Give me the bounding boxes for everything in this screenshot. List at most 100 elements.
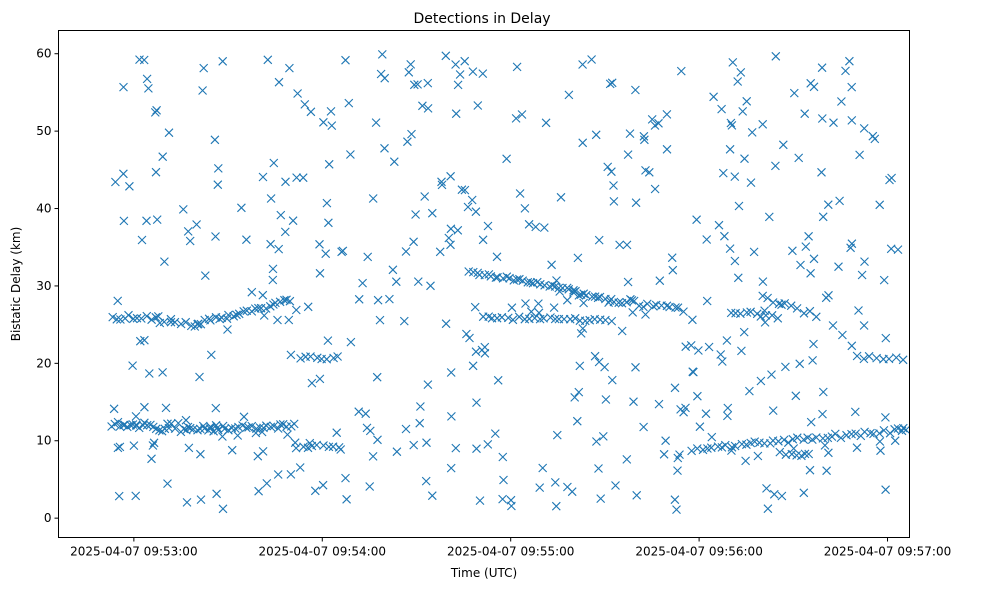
- data-point: [601, 395, 611, 404]
- data-point: [593, 293, 603, 303]
- data-point: [594, 464, 603, 473]
- data-point: [336, 445, 346, 454]
- data-point: [385, 294, 394, 304]
- data-point: [791, 391, 801, 401]
- data-point: [526, 278, 535, 287]
- data-point: [631, 198, 641, 208]
- data-point: [837, 97, 846, 106]
- data-point: [672, 505, 681, 514]
- data-point: [767, 370, 776, 379]
- data-point: [413, 80, 422, 89]
- data-point: [578, 138, 588, 148]
- data-point: [847, 341, 857, 351]
- data-point: [358, 278, 367, 288]
- data-point: [623, 150, 633, 159]
- data-point: [315, 239, 324, 249]
- data-point: [531, 222, 541, 232]
- data-point: [327, 121, 337, 130]
- data-point: [875, 200, 885, 210]
- data-point: [805, 465, 815, 475]
- data-point: [587, 55, 596, 64]
- data-point: [115, 442, 125, 452]
- data-point: [284, 315, 294, 325]
- data-point: [409, 440, 419, 450]
- data-point: [609, 197, 619, 206]
- data-point: [315, 374, 325, 384]
- data-point: [322, 198, 332, 208]
- data-point: [291, 305, 301, 315]
- data-point: [344, 98, 354, 108]
- data-point: [763, 293, 772, 303]
- data-point: [499, 475, 508, 485]
- data-point: [269, 158, 279, 168]
- data-point: [792, 433, 802, 443]
- data-point: [447, 412, 456, 421]
- data-point: [212, 489, 221, 499]
- data-point: [373, 295, 383, 305]
- data-point: [629, 397, 638, 407]
- data-point: [828, 321, 838, 330]
- data-point: [472, 444, 481, 454]
- data-point: [749, 247, 759, 257]
- data-point: [650, 121, 660, 130]
- data-point: [163, 479, 172, 488]
- data-point: [572, 416, 582, 426]
- data-point: [178, 205, 188, 214]
- data-point: [756, 312, 766, 321]
- data-point: [611, 481, 620, 490]
- data-point: [596, 494, 606, 503]
- data-point: [446, 240, 455, 250]
- data-point: [341, 473, 350, 483]
- data-point: [276, 210, 286, 220]
- data-point: [254, 303, 263, 313]
- data-point: [578, 60, 587, 69]
- data-point: [507, 501, 516, 511]
- data-point: [786, 301, 796, 311]
- data-point: [725, 244, 735, 253]
- data-point: [160, 257, 169, 266]
- data-point: [427, 491, 437, 501]
- data-point: [742, 308, 752, 317]
- data-point: [511, 114, 521, 123]
- data-point: [881, 485, 890, 495]
- data-point: [142, 311, 152, 321]
- data-point: [570, 313, 580, 323]
- data-point: [258, 172, 268, 182]
- data-point: [852, 443, 862, 453]
- data-point: [426, 281, 435, 291]
- data-point: [285, 296, 295, 306]
- data-point: [224, 310, 233, 320]
- data-point: [269, 421, 279, 431]
- data-point: [595, 292, 605, 302]
- data-point: [306, 107, 316, 117]
- data-point: [901, 425, 910, 435]
- data-point: [380, 73, 390, 83]
- data-point: [539, 223, 549, 232]
- data-point: [274, 77, 284, 87]
- data-point: [368, 194, 378, 203]
- data-point: [524, 219, 534, 229]
- data-point: [148, 441, 158, 450]
- plot-frame: [58, 30, 910, 538]
- data-point: [166, 419, 176, 429]
- data-point: [346, 337, 356, 347]
- data-point: [725, 144, 735, 154]
- data-point: [855, 150, 864, 160]
- data-point: [550, 314, 560, 324]
- data-point: [775, 447, 785, 457]
- data-point: [795, 359, 805, 369]
- data-point: [605, 79, 615, 89]
- data-point: [401, 247, 411, 256]
- data-point: [854, 306, 863, 315]
- data-point: [780, 299, 790, 308]
- data-point: [478, 69, 488, 78]
- y-axis: 0 10 20 30 40 50 60: [36, 47, 59, 525]
- data-point: [632, 490, 642, 500]
- data-point: [603, 162, 613, 172]
- data-point: [727, 446, 736, 455]
- y-tick-label: 50: [36, 124, 51, 138]
- data-point: [534, 299, 543, 308]
- data-point: [626, 294, 635, 304]
- data-point: [852, 351, 862, 361]
- data-point: [491, 273, 501, 282]
